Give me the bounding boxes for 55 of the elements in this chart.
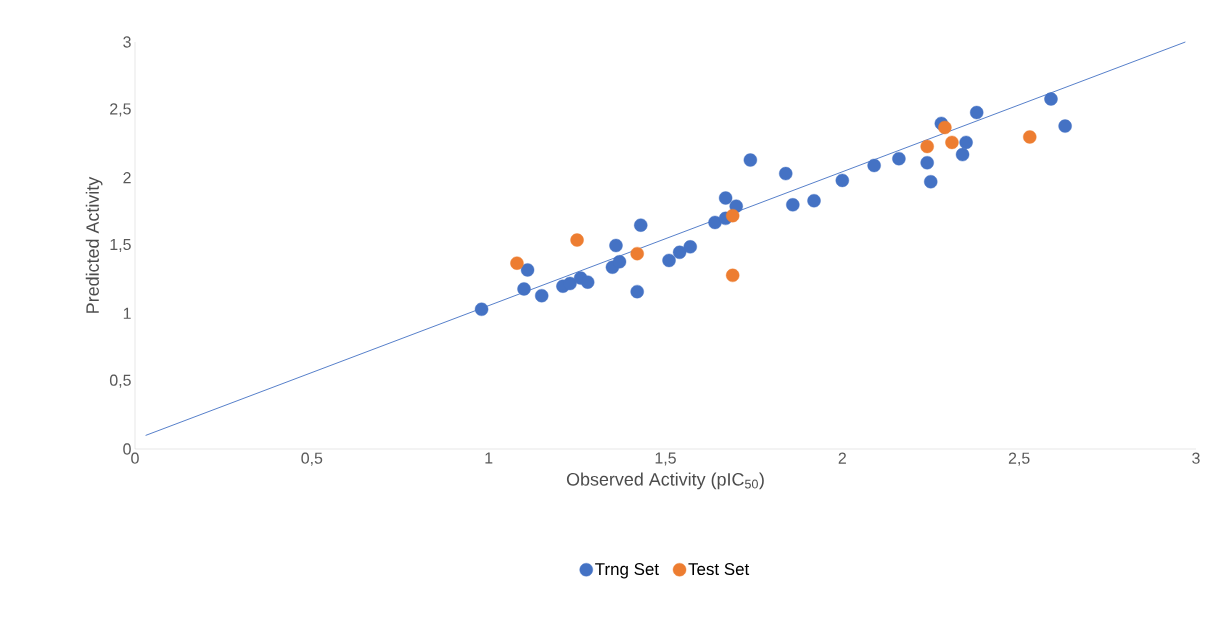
x-tick-label: 2,5 — [1008, 452, 1030, 466]
point — [612, 255, 627, 269]
point — [630, 246, 644, 261]
point — [570, 233, 584, 247]
point — [510, 256, 524, 270]
x-tick-label: 0 — [131, 452, 139, 464]
legend-label: Test Set — [688, 563, 750, 576]
point — [718, 191, 733, 205]
point — [662, 253, 676, 268]
point — [743, 153, 758, 167]
y-tick-label: 2 — [123, 172, 131, 184]
y-tick-label: 3 — [123, 36, 131, 48]
point — [924, 175, 938, 189]
point — [920, 139, 934, 154]
x-tick-label: 2 — [838, 452, 846, 464]
point — [725, 268, 740, 283]
point — [672, 245, 687, 259]
point — [835, 173, 850, 188]
point — [786, 198, 800, 212]
point — [725, 208, 740, 223]
point — [683, 240, 697, 254]
point — [474, 302, 489, 316]
point — [970, 105, 984, 120]
point — [520, 263, 535, 277]
point — [938, 120, 952, 135]
x-tick-label: 1,5 — [655, 452, 676, 466]
point — [563, 276, 577, 291]
x-tick-label: 1 — [485, 452, 493, 464]
point — [634, 218, 648, 232]
point — [807, 194, 821, 208]
point — [1044, 92, 1058, 106]
point — [630, 284, 644, 299]
y-axis-title: Predicted Activity — [85, 176, 103, 313]
point — [779, 166, 793, 181]
point — [920, 156, 934, 170]
legend-label: Trng Set — [595, 563, 659, 579]
point — [945, 135, 959, 150]
point — [1058, 119, 1072, 133]
y-tick-label: 1,5 — [110, 238, 131, 252]
point — [892, 151, 906, 166]
x-tick-label: 0,5 — [301, 452, 323, 466]
y-tick-label: 0,5 — [109, 374, 131, 388]
y-tick-label: 1 — [123, 307, 131, 319]
x-tick-label: 3 — [1192, 452, 1200, 464]
point — [959, 135, 973, 150]
x-axis-title: Observed Activity (pIC$_{50}$) — [566, 472, 764, 490]
point — [1023, 130, 1037, 144]
y-tick-label: 2,5 — [110, 103, 131, 117]
point — [535, 289, 549, 303]
point — [517, 282, 531, 296]
point — [955, 147, 970, 162]
y-tick-label: 0 — [123, 443, 131, 455]
point — [580, 275, 595, 289]
point — [609, 238, 623, 253]
point — [867, 158, 881, 173]
